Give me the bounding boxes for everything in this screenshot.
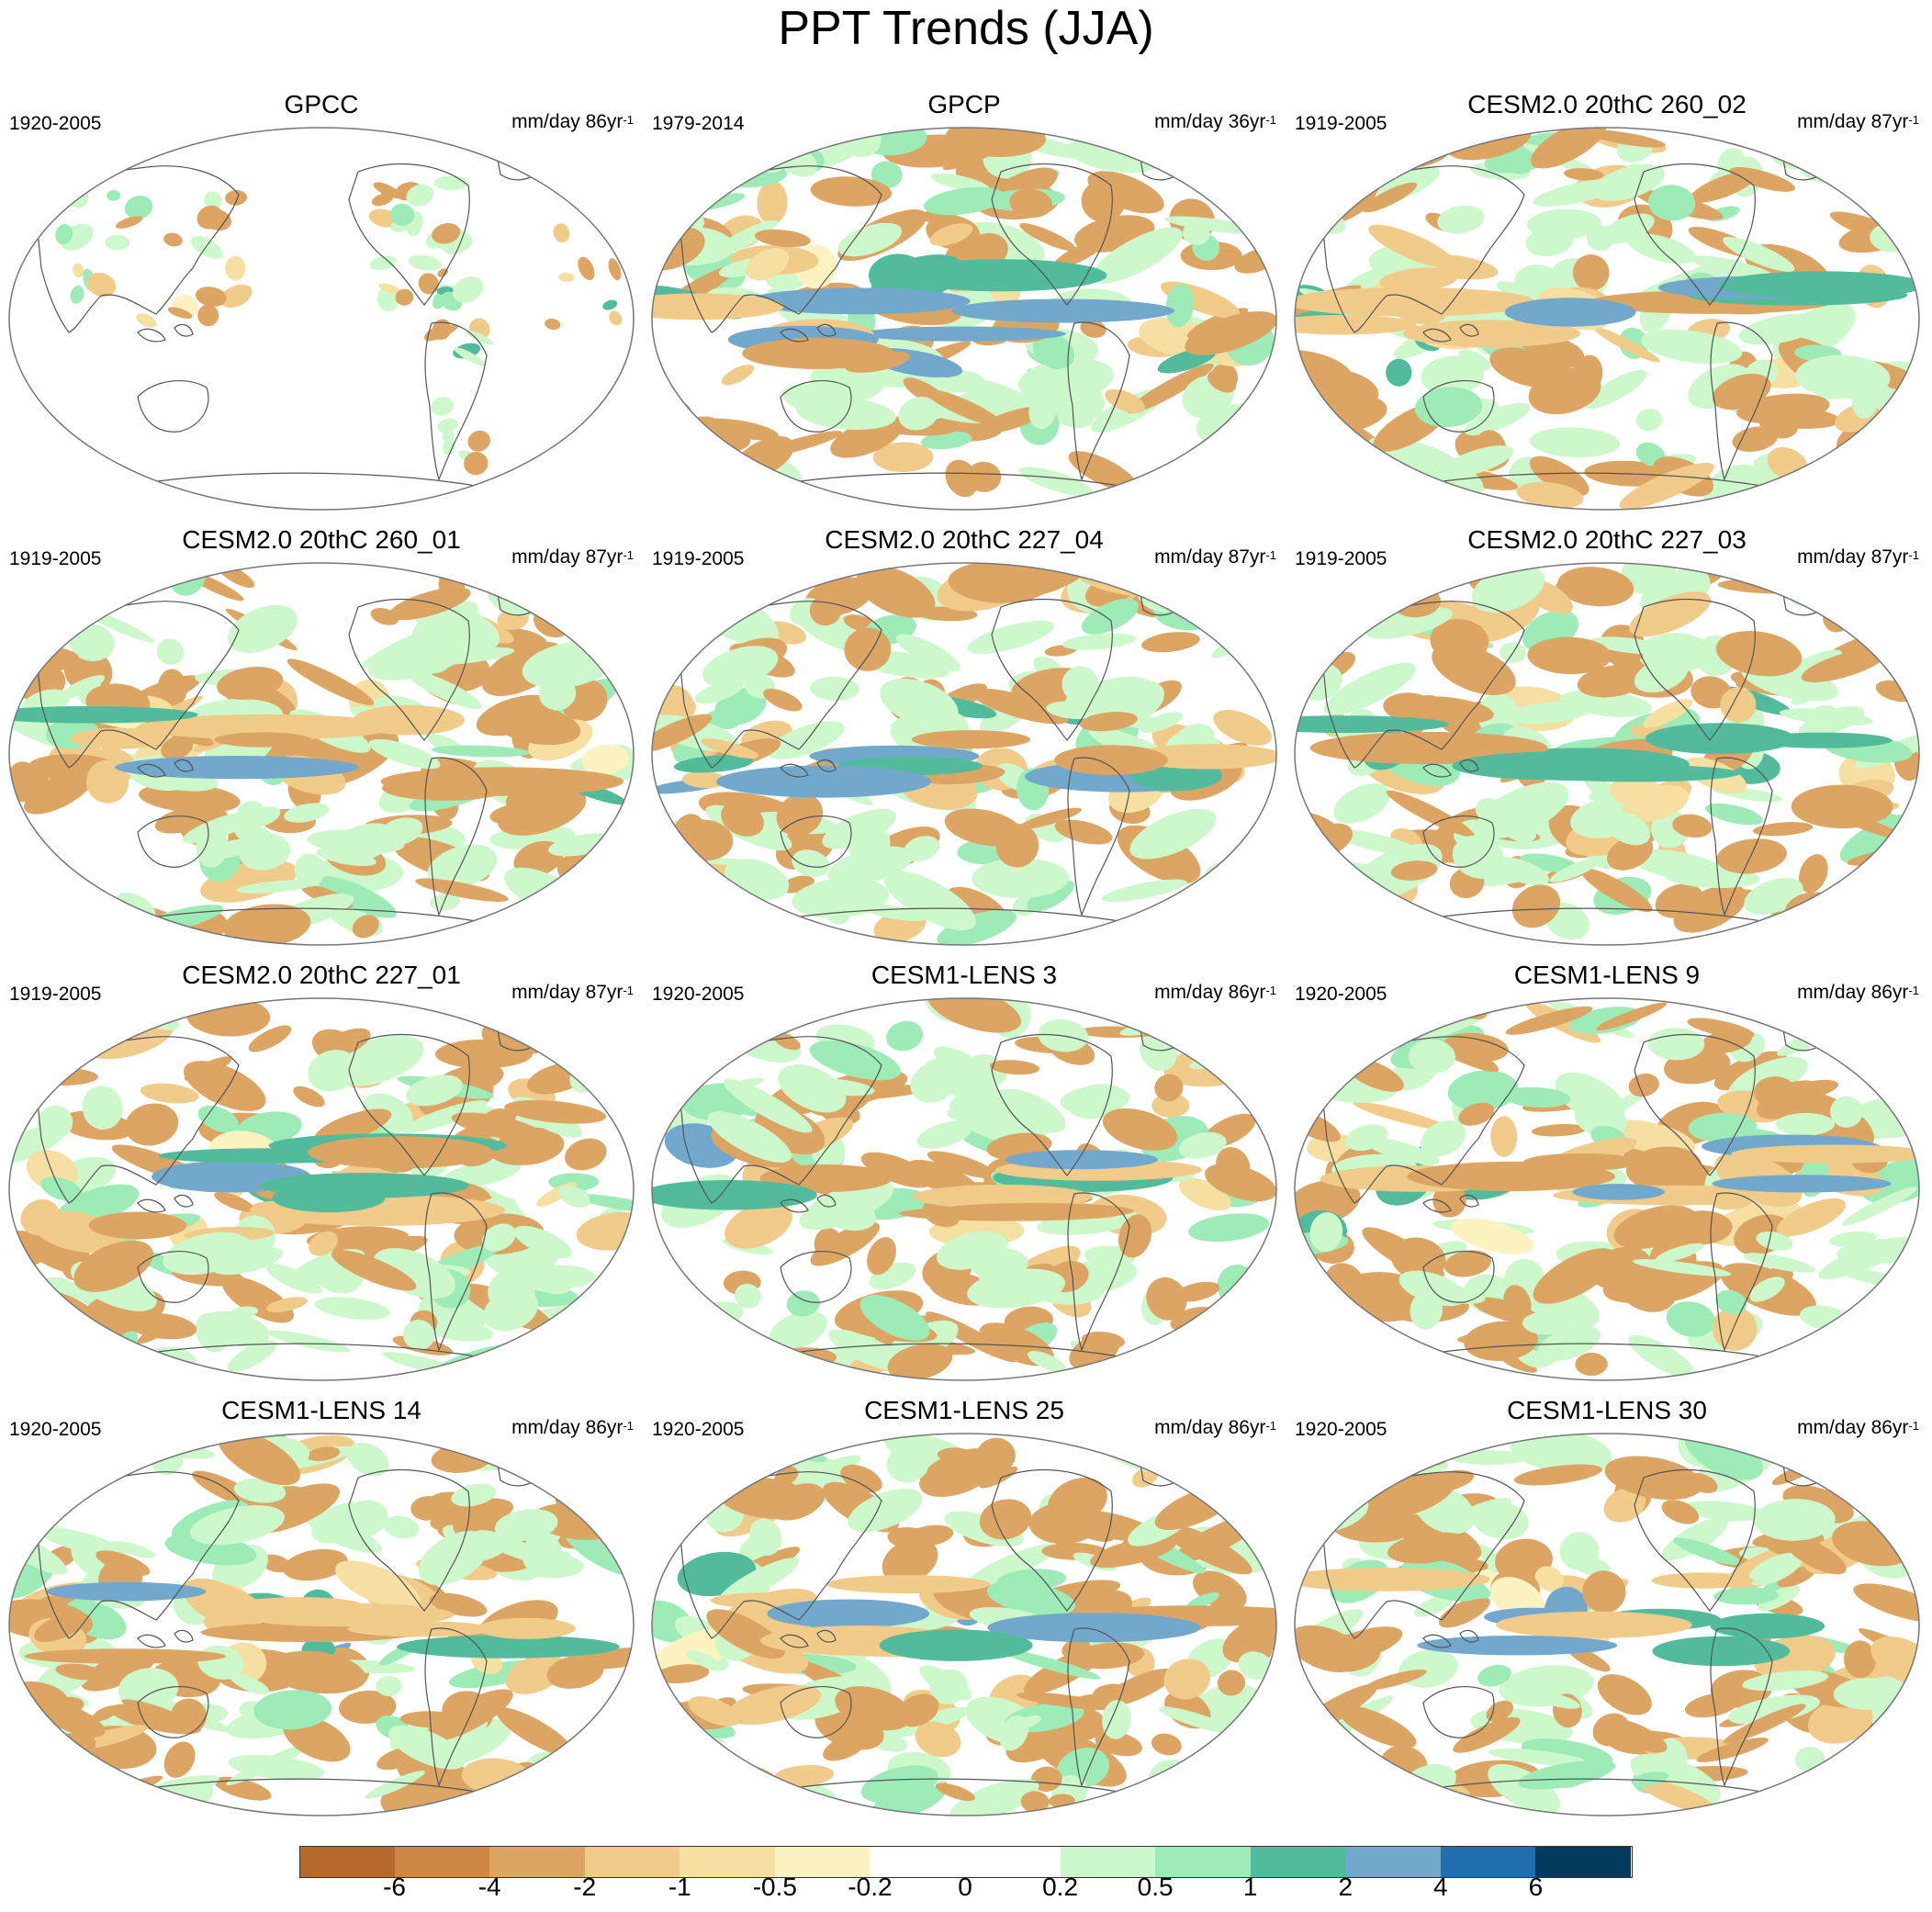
panel-title: CESM1-LENS 3 — [871, 961, 1058, 989]
colorbar-box — [774, 1846, 871, 1877]
period-label: 1920-2005 — [1295, 984, 1387, 1005]
colorbar-box — [1535, 1846, 1632, 1877]
colorbar — [299, 1846, 1633, 1879]
period-label: 1919-2005 — [652, 548, 745, 569]
map-panel: CESM1-LENS 30 1920-2005 mm/day 86yr-1 — [1286, 1390, 1928, 1822]
period-label: 1919-2005 — [9, 548, 102, 569]
globe-map — [8, 1433, 635, 1816]
period-label: 1920-2005 — [652, 1419, 745, 1440]
globe-map — [651, 562, 1277, 946]
globe-map — [1294, 562, 1920, 946]
panel-title: CESM2.0 20thC 227_03 — [1467, 525, 1747, 554]
colorbar-tick-label: -2 — [573, 1873, 597, 1901]
globe-map — [1294, 997, 1920, 1381]
period-label: 1920-2005 — [1295, 1419, 1387, 1440]
map-panel: CESM1-LENS 25 1920-2005 mm/day 86yr-1 — [643, 1390, 1286, 1822]
units-label: mm/day 36yr-1 — [1154, 111, 1276, 132]
colorbar-tick-label: 1 — [1242, 1873, 1258, 1901]
panel-title: CESM1-LENS 25 — [864, 1396, 1064, 1424]
units-label: mm/day 86yr-1 — [1797, 982, 1919, 1003]
map-panel: CESM1-LENS 14 1920-2005 mm/day 86yr-1 — [0, 1390, 643, 1822]
colorbar-box — [299, 1846, 396, 1877]
colorbar-box — [1345, 1846, 1442, 1877]
units-label: mm/day 87yr-1 — [1797, 111, 1919, 132]
map-panel: CESM2.0 20thC 260_01 1919-2005 mm/day 87yr… — [0, 520, 643, 951]
colorbar-tick-label: -6 — [383, 1873, 407, 1901]
period-label: 1919-2005 — [1295, 548, 1387, 569]
map-panel: CESM1-LENS 3 1920-2005 mm/day 86yr-1 — [643, 955, 1286, 1387]
globe-map — [651, 1433, 1277, 1816]
units-label: mm/day 86yr-1 — [1154, 1417, 1276, 1438]
panel-title: CESM1-LENS 14 — [221, 1396, 421, 1424]
colorbar-box — [489, 1846, 586, 1877]
colorbar-tick-label: -4 — [477, 1873, 501, 1901]
colorbar-border — [299, 1846, 1633, 1878]
globe-map — [1294, 1433, 1920, 1816]
panel-title: CESM2.0 20thC 260_02 — [1467, 90, 1747, 118]
colorbar-tick-label: 0.5 — [1137, 1873, 1174, 1901]
globe-map — [8, 997, 635, 1381]
period-label: 1920-2005 — [9, 1419, 102, 1440]
colorbar-tick-label: -0.5 — [752, 1873, 797, 1901]
panel-title: CESM2.0 20thC 227_01 — [182, 961, 461, 989]
units-label: mm/day 87yr-1 — [511, 982, 634, 1003]
panel-title: CESM1-LENS 9 — [1513, 961, 1701, 989]
globe-map — [8, 562, 635, 946]
map-panel: CESM2.0 20thC 227_03 1919-2005 mm/day 87yr… — [1286, 520, 1928, 951]
panel-title: GPCP — [927, 90, 1001, 118]
colorbar-box — [965, 1846, 1061, 1877]
units-label: mm/day 87yr-1 — [511, 546, 634, 568]
period-label: 1920-2005 — [9, 113, 102, 134]
map-panel: CESM2.0 20thC 227_01 1919-2005 mm/day 87yr… — [0, 955, 643, 1387]
period-label: 1919-2005 — [9, 984, 102, 1005]
colorbar-tick-label: -1 — [668, 1873, 691, 1901]
period-label: 1920-2005 — [652, 984, 745, 1005]
panel-title: CESM2.0 20thC 227_04 — [825, 525, 1104, 554]
globe-map — [651, 127, 1277, 511]
colorbar-tick-label: 0 — [958, 1873, 972, 1901]
colorbar-tick-label: 4 — [1433, 1873, 1448, 1901]
map-panel: GPCP 1979-2014 mm/day 36yr-1 — [643, 84, 1286, 516]
units-label: mm/day 86yr-1 — [1797, 1417, 1919, 1438]
colorbar-box — [1155, 1846, 1252, 1877]
units-label: mm/day 86yr-1 — [1154, 982, 1276, 1003]
panel-title: CESM1-LENS 30 — [1507, 1396, 1707, 1424]
units-label: mm/day 86yr-1 — [511, 1417, 634, 1438]
globe-map — [1294, 127, 1920, 511]
colorbar-box — [1060, 1846, 1156, 1877]
panel-title: GPCC — [284, 90, 359, 118]
map-panel: CESM1-LENS 9 1920-2005 mm/day 86yr-1 — [1286, 955, 1928, 1387]
map-panel: CESM2.0 20thC 227_04 1919-2005 mm/day 87yr… — [643, 520, 1286, 951]
colorbar-box — [584, 1846, 680, 1877]
period-label: 1919-2005 — [1295, 113, 1387, 134]
units-label: mm/day 87yr-1 — [1154, 546, 1276, 568]
panel-title: CESM2.0 20thC 260_01 — [182, 525, 461, 554]
globe-map — [8, 127, 635, 511]
colorbar-tick-label: 6 — [1528, 1873, 1544, 1901]
colorbar-box — [394, 1846, 490, 1877]
units-label: mm/day 86yr-1 — [511, 111, 634, 132]
map-panel: CESM2.0 20thC 260_02 1919-2005 mm/day 87yr… — [1286, 84, 1928, 516]
colorbar-box — [1440, 1846, 1536, 1877]
map-panel: GPCC 1920-2005 mm/day 86yr-1 — [0, 84, 643, 516]
colorbar-box — [1250, 1846, 1346, 1877]
colorbar-box — [870, 1846, 966, 1877]
colorbar-box — [680, 1846, 776, 1877]
figure-title: PPT Trends (JJA) — [778, 2, 1154, 55]
colorbar-tick-label: -0.2 — [848, 1873, 893, 1901]
units-label: mm/day 87yr-1 — [1797, 546, 1919, 568]
colorbar-tick-label: 0.2 — [1042, 1873, 1079, 1901]
colorbar-tick-label: 2 — [1338, 1873, 1354, 1901]
period-label: 1979-2014 — [652, 113, 745, 134]
globe-map — [651, 997, 1277, 1381]
